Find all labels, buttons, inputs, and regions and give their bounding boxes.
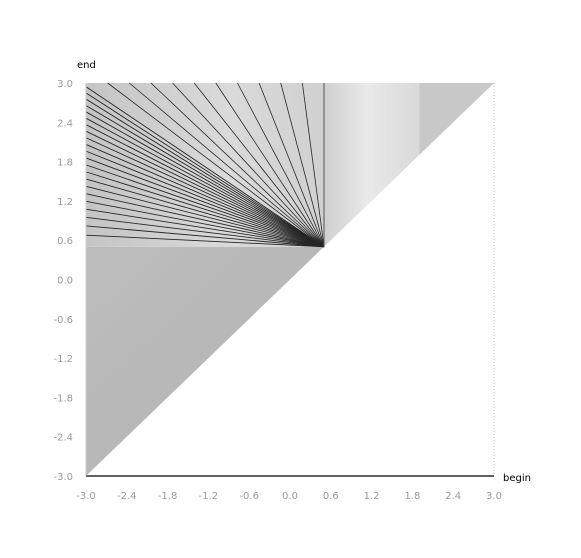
ray-line — [150, 82, 325, 248]
y-tick-label: -0.6 — [53, 315, 73, 326]
ray-line — [301, 82, 325, 247]
x-tick-label: -1.2 — [199, 491, 219, 502]
ray-line — [85, 164, 325, 248]
ray-line — [85, 216, 325, 248]
y-tick-label: -1.8 — [53, 393, 73, 404]
x-tick-labels: -3.0 -2.4 -1.8 -1.2 -0.6 0.0 0.6 1.2 1.8 2.4 3.0 — [76, 491, 502, 502]
y-tick-labels: 3.0 2.4 1.8 1.2 0.6 0.0 -0.6 -1.2 -1.8 -2.4 -3.0 — [53, 79, 73, 483]
ray-line — [85, 193, 325, 248]
ray-line — [85, 124, 325, 248]
y-axis-title: end — [77, 60, 96, 71]
heatmap-right-band — [324, 83, 420, 247]
y-tick-label: -3.0 — [53, 472, 73, 483]
ray-line — [85, 200, 325, 248]
ray-line — [85, 130, 325, 248]
heatmap-lower-region — [86, 246, 324, 476]
ray-line — [85, 185, 325, 248]
ray-line — [237, 82, 325, 247]
y-tick-label: 1.2 — [57, 197, 73, 208]
x-tick-label: -3.0 — [76, 491, 96, 502]
x-tick-label: -2.4 — [117, 491, 137, 502]
y-tick-label: 2.4 — [57, 118, 73, 129]
y-tick-label: 0.6 — [57, 236, 73, 247]
ray-line — [85, 171, 325, 248]
y-tick-label: 1.8 — [57, 158, 73, 169]
ray-line — [258, 82, 325, 247]
x-tick-label: 3.0 — [486, 491, 502, 502]
heatmap-fan-region — [86, 83, 325, 247]
ray-line — [85, 92, 325, 248]
ray-line — [85, 208, 325, 248]
x-tick-label: 1.2 — [364, 491, 380, 502]
x-tick-label: -0.6 — [239, 491, 259, 502]
y-tick-label: 3.0 — [57, 79, 73, 90]
x-tick-label: 0.6 — [323, 491, 339, 502]
ray-line — [85, 157, 325, 248]
ray-line — [85, 143, 325, 248]
y-tick-label: -2.4 — [53, 433, 73, 444]
heatmap-ray-lines — [85, 82, 325, 248]
ray-line — [85, 225, 325, 248]
ray-line — [85, 105, 325, 248]
ray-line — [215, 82, 325, 247]
heatmap-right-band-shade — [419, 83, 494, 156]
ray-line — [85, 86, 325, 248]
x-tick-label: 1.8 — [404, 491, 420, 502]
x-tick-label: 0.0 — [282, 491, 298, 502]
ray-line — [85, 178, 325, 248]
y-tick-label: 0.0 — [57, 276, 73, 287]
ray-line — [85, 111, 325, 248]
ray-line — [85, 117, 325, 248]
ray-line — [280, 82, 325, 247]
ray-line — [107, 82, 325, 248]
ray-line — [85, 98, 325, 248]
ray-line — [193, 82, 325, 247]
ray-line — [85, 137, 325, 248]
x-axis-title: begin — [503, 473, 531, 484]
ray-line — [85, 234, 325, 248]
x-tick-label: 2.4 — [445, 491, 461, 502]
y-tick-label: -1.2 — [53, 354, 73, 365]
ray-line — [172, 82, 325, 248]
x-tick-label: -1.8 — [158, 491, 178, 502]
ray-line — [129, 82, 325, 248]
ray-line — [85, 150, 325, 248]
